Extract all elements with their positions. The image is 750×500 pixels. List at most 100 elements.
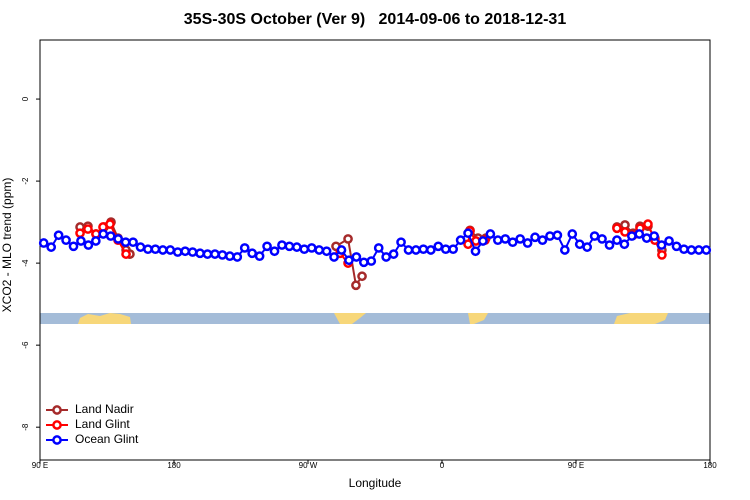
point	[336, 245, 347, 255]
point	[277, 240, 287, 250]
point	[232, 252, 243, 262]
legend-marker	[52, 435, 62, 445]
point	[284, 241, 295, 252]
point	[143, 244, 153, 255]
point	[396, 237, 406, 248]
point	[664, 236, 674, 246]
point	[686, 245, 697, 255]
point	[83, 240, 94, 250]
point	[679, 244, 689, 255]
point	[68, 241, 79, 252]
point	[582, 242, 593, 252]
point	[329, 252, 339, 262]
point	[411, 245, 421, 255]
point	[574, 239, 585, 250]
point	[657, 250, 667, 260]
point	[559, 245, 570, 255]
point	[641, 233, 652, 243]
point	[344, 255, 354, 266]
point	[239, 243, 250, 253]
point	[165, 245, 176, 255]
legend-label: Land Glint	[75, 417, 130, 431]
point	[187, 247, 198, 257]
point	[90, 236, 101, 246]
point	[351, 280, 361, 291]
point	[671, 241, 682, 252]
point	[567, 229, 578, 239]
point	[76, 236, 86, 246]
point	[381, 252, 392, 262]
point	[701, 245, 712, 255]
point	[500, 234, 511, 244]
point	[649, 231, 660, 241]
point	[195, 248, 205, 259]
point	[656, 240, 667, 250]
x-tick-label: 0	[440, 461, 445, 470]
point	[433, 241, 444, 252]
legend-label: Ocean Glint	[75, 432, 139, 446]
point	[626, 231, 637, 241]
point	[61, 235, 71, 246]
point	[604, 240, 615, 250]
point	[306, 243, 317, 253]
point	[425, 245, 436, 255]
point	[113, 234, 124, 244]
point	[98, 229, 109, 239]
map-strip	[40, 313, 710, 324]
x-tick-label: 90 E	[568, 461, 584, 470]
y-tick-label: -2	[21, 177, 30, 185]
point	[314, 245, 325, 255]
point	[619, 239, 630, 250]
point	[38, 238, 49, 248]
point	[515, 234, 526, 244]
point	[343, 234, 353, 244]
point	[612, 223, 622, 234]
point	[620, 227, 630, 237]
point	[172, 247, 183, 257]
y-tick-label: -6	[21, 341, 30, 349]
x-tick-label: 180	[167, 461, 181, 470]
point	[470, 246, 481, 257]
y-tick-label: 0	[21, 96, 30, 101]
point	[440, 244, 451, 255]
point	[507, 237, 518, 248]
point	[105, 219, 115, 230]
point	[545, 231, 555, 241]
point	[120, 237, 131, 248]
point	[210, 249, 220, 259]
point	[643, 219, 653, 230]
point	[537, 235, 548, 246]
point	[46, 242, 57, 252]
point	[83, 224, 93, 234]
point	[254, 251, 265, 262]
point	[455, 235, 466, 246]
point	[597, 234, 607, 244]
point	[366, 256, 377, 266]
point	[522, 238, 533, 248]
point	[418, 244, 429, 255]
point	[693, 245, 704, 255]
point	[448, 244, 459, 255]
legend-label: Land Nadir	[75, 402, 134, 416]
point	[485, 229, 496, 239]
point	[224, 251, 235, 262]
x-tick-label: 90 W	[299, 461, 318, 470]
point	[135, 242, 146, 252]
point	[128, 237, 138, 248]
point	[180, 246, 191, 257]
point	[357, 271, 367, 282]
point	[202, 249, 213, 259]
y-axis-label: XCO2 - MLO trend (ppm)	[0, 178, 14, 313]
legend-marker	[52, 405, 62, 415]
point	[269, 246, 280, 257]
point	[612, 235, 622, 246]
point	[589, 231, 600, 241]
point	[403, 245, 414, 255]
x-tick-label: 180	[703, 461, 717, 470]
point	[247, 248, 258, 259]
point	[463, 228, 473, 239]
point	[321, 246, 332, 257]
chart-title: 35S-30S October (Ver 9) 2014-09-06 to 20…	[184, 11, 567, 28]
point	[373, 243, 384, 253]
point	[291, 242, 302, 252]
